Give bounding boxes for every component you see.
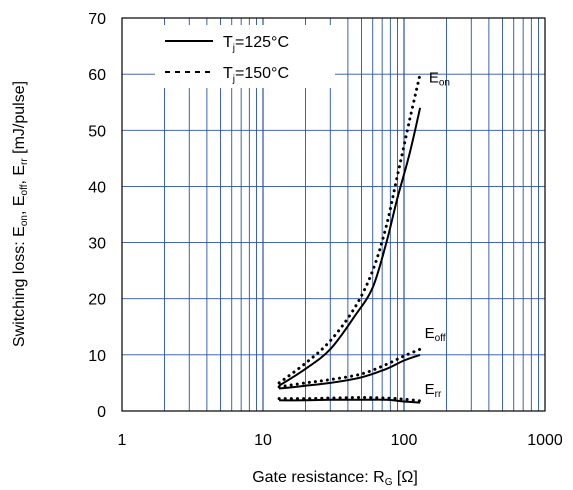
y-tick-label: 20 <box>88 292 106 309</box>
legend-entry-150: Tj=150°C <box>223 65 289 85</box>
curve-label-err: Err <box>425 381 442 400</box>
x-tick-label: 100 <box>391 432 418 449</box>
legend-entry-125: Tj=125°C <box>223 34 289 54</box>
tick-labels: 0 10 20 30 40 50 60 70 1 10 100 1000 <box>88 11 563 449</box>
plot-frame <box>121 17 546 412</box>
y-tick-label: 0 <box>97 404 106 421</box>
series-err-125c-line <box>279 398 421 404</box>
curve-labels: Eon Eoff Err <box>425 70 450 401</box>
series-eon-150c-line <box>277 72 422 385</box>
y-tick-label: 30 <box>88 236 106 253</box>
series-eoff-125c-line <box>279 353 421 390</box>
x-axis-label: Gate resistance: RG [Ω] <box>252 469 418 488</box>
curve-label-eon: Eon <box>429 70 450 89</box>
series-eoff-150c-line <box>277 347 422 389</box>
y-tick-label: 50 <box>88 123 106 140</box>
series-layer <box>277 72 422 404</box>
y-tick-label: 60 <box>88 67 106 84</box>
x-tick-label: 1000 <box>527 432 563 449</box>
x-tick-label: 10 <box>254 432 272 449</box>
y-tick-label: 10 <box>88 348 106 365</box>
y-axis-label: Switching loss: Eon, Eoff, Err [mJ/pulse… <box>11 81 30 347</box>
series-eon-125c-line <box>278 107 422 387</box>
curve-label-eoff: Eoff <box>425 325 446 344</box>
y-tick-label: 70 <box>88 11 106 28</box>
x-tick-label: 1 <box>118 432 127 449</box>
y-tick-label: 40 <box>88 179 106 196</box>
legend-background <box>155 25 335 88</box>
legend: Tj=125°C Tj=150°C <box>155 25 335 88</box>
